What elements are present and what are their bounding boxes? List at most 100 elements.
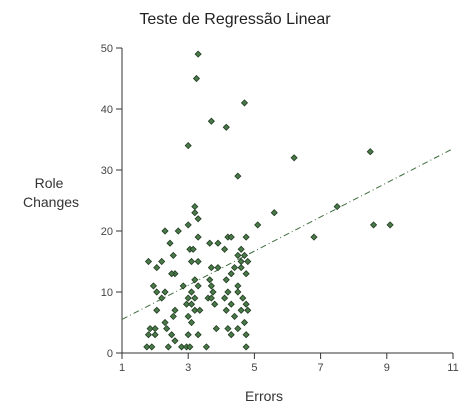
data-point <box>234 282 242 290</box>
data-point <box>366 148 374 156</box>
y-tick-label: 0 <box>107 348 113 360</box>
data-point <box>168 331 176 339</box>
data-point <box>196 306 204 314</box>
data-point <box>333 203 341 211</box>
x-tick-label: 3 <box>185 362 191 374</box>
data-point <box>168 270 176 278</box>
data-point <box>369 221 378 229</box>
data-point <box>153 306 161 314</box>
data-point <box>224 325 232 333</box>
data-point <box>194 257 202 266</box>
data-point <box>194 233 202 241</box>
data-point <box>161 227 169 235</box>
data-point <box>209 288 217 296</box>
data-point <box>169 312 177 320</box>
data-point <box>207 264 215 272</box>
x-axis-label: Errors <box>245 388 283 404</box>
data-point <box>240 99 249 107</box>
data-point <box>234 288 242 296</box>
data-point <box>224 288 232 296</box>
data-point <box>254 221 262 229</box>
data-point <box>191 203 199 211</box>
data-point <box>207 282 215 290</box>
data-point <box>244 306 252 314</box>
data-point <box>206 276 214 284</box>
data-point <box>211 300 219 308</box>
data-point <box>187 300 196 308</box>
data-point <box>242 331 250 339</box>
data-point <box>242 270 250 278</box>
data-point <box>230 264 239 272</box>
y-tick-label: 20 <box>101 226 113 238</box>
data-point <box>194 282 202 290</box>
data-point <box>191 294 199 302</box>
data-point <box>161 318 169 327</box>
data-point <box>179 282 187 290</box>
data-point <box>182 300 191 308</box>
data-point <box>144 257 153 266</box>
x-tick-label: 9 <box>384 362 390 374</box>
data-point <box>178 343 186 351</box>
y-tick-label: 10 <box>101 287 113 299</box>
data-point <box>242 300 250 308</box>
data-point <box>386 221 394 229</box>
data-point <box>270 209 278 217</box>
data-point <box>242 233 250 241</box>
data-point <box>240 318 249 327</box>
data-point <box>230 312 239 320</box>
data-point <box>187 288 196 296</box>
data-point <box>214 239 222 247</box>
data-point <box>143 343 151 351</box>
data-point <box>221 245 229 253</box>
data-point <box>151 331 159 339</box>
data-point <box>191 209 199 217</box>
data-point <box>158 294 166 302</box>
data-point <box>153 264 161 272</box>
data-point <box>163 325 171 333</box>
data-point <box>148 343 156 351</box>
data-point <box>192 74 201 83</box>
y-tick-label: 40 <box>101 104 113 116</box>
y-axis-label: Role Changes <box>23 175 79 210</box>
data-point <box>214 264 222 272</box>
data-point <box>227 270 235 278</box>
data-point <box>234 251 242 259</box>
y-tick-label: 50 <box>101 43 113 55</box>
data-point <box>242 343 250 351</box>
data-point <box>194 215 202 223</box>
data-point <box>158 257 166 266</box>
data-point <box>237 264 245 272</box>
data-point <box>227 331 235 339</box>
data-point <box>184 221 192 229</box>
data-point <box>184 312 192 320</box>
data-point <box>222 123 230 131</box>
regression-trendline <box>121 148 454 320</box>
x-tick-label: 7 <box>318 362 324 374</box>
data-point <box>194 50 202 58</box>
data-point <box>171 306 179 314</box>
data-point <box>221 294 229 302</box>
data-point <box>237 306 245 314</box>
data-point <box>207 117 215 125</box>
data-point <box>187 257 196 266</box>
data-point <box>234 325 242 333</box>
data-point <box>227 300 235 308</box>
data-point <box>310 233 318 241</box>
data-point <box>187 318 196 327</box>
data-point <box>194 331 202 339</box>
data-point <box>184 331 192 339</box>
y-axis-label-line-2: Changes <box>23 194 79 210</box>
data-point <box>169 251 177 259</box>
data-point <box>191 276 199 284</box>
data-point <box>144 331 153 339</box>
data-point <box>151 325 159 333</box>
data-point <box>153 288 161 296</box>
tick-group: 0 10 20 30 40 50 1 3 5 7 9 11 <box>101 43 459 374</box>
data-point <box>237 245 245 253</box>
data-point <box>149 282 158 290</box>
y-axis-label-line-1: Role <box>35 175 64 191</box>
data-point <box>164 343 172 351</box>
data-point <box>227 233 235 241</box>
data-point <box>239 294 247 302</box>
data-point <box>184 142 192 150</box>
